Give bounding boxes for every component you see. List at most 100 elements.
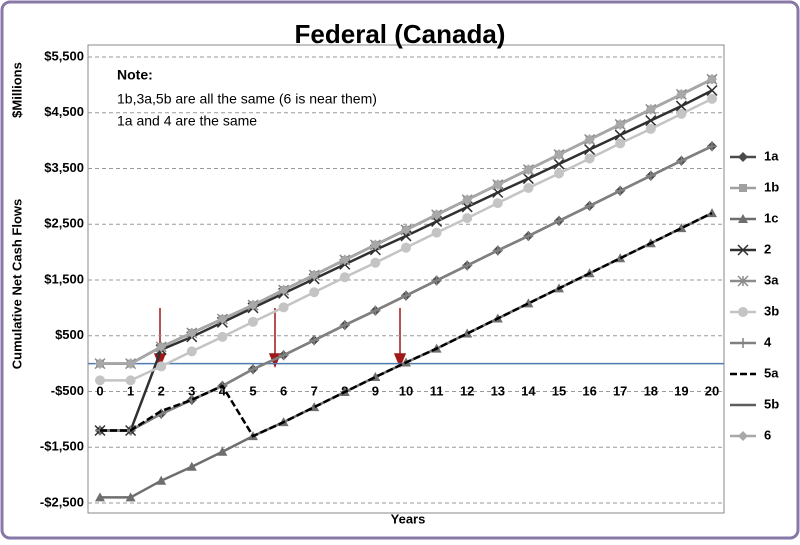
marker (739, 184, 747, 192)
x-tick-label: 10 (399, 383, 413, 398)
marker (186, 346, 197, 357)
marker (554, 149, 564, 160)
marker (554, 215, 564, 226)
marker (523, 183, 534, 194)
legend-label: 1a (764, 148, 779, 163)
legend-label: 1b (764, 179, 779, 194)
marker (584, 153, 595, 164)
marker (186, 461, 197, 471)
marker (278, 302, 289, 313)
marker (278, 350, 289, 361)
chart-title: Federal (Canada) (295, 19, 506, 49)
marker (462, 194, 473, 205)
marker (554, 168, 564, 179)
marker (217, 314, 228, 325)
marker (95, 375, 105, 386)
x-tick-label: 14 (521, 383, 536, 398)
marker (248, 364, 258, 375)
marker (339, 254, 350, 265)
y-tick-label: $1,500 (44, 271, 84, 286)
marker (431, 275, 442, 286)
marker (401, 290, 411, 301)
x-tick-label: 16 (582, 383, 596, 398)
y-tick-label: -$500 (51, 383, 84, 398)
legend-label: 6 (764, 427, 771, 442)
y-unit-label: $Millions (9, 62, 24, 118)
marker (431, 227, 442, 238)
legend-label: 3a (764, 272, 779, 287)
legend-item: 3a (730, 272, 779, 287)
marker (707, 74, 717, 85)
marker (737, 244, 749, 256)
legend-label: 1c (764, 210, 778, 225)
marker (370, 239, 381, 250)
marker (676, 108, 687, 119)
marker (248, 316, 258, 327)
marker (217, 446, 228, 456)
marker (615, 119, 626, 130)
x-tick-label: 13 (491, 383, 505, 398)
marker (492, 179, 503, 190)
marker (737, 275, 749, 287)
marker (339, 272, 350, 283)
marker (675, 100, 687, 112)
marker (156, 475, 167, 485)
marker (738, 214, 748, 223)
marker (584, 134, 595, 145)
x-tick-label: 5 (249, 383, 256, 398)
marker (401, 242, 411, 253)
marker (614, 129, 626, 141)
marker (462, 213, 473, 224)
marker (95, 358, 105, 369)
legend-label: 2 (764, 241, 771, 256)
y-axis-label: Cumulative Net Cash Flows (9, 199, 24, 369)
marker (125, 492, 136, 502)
marker (615, 185, 626, 196)
marker (738, 307, 748, 317)
marker (217, 331, 228, 342)
marker (615, 138, 626, 149)
y-tick-label: $3,500 (44, 160, 84, 175)
marker (707, 208, 717, 218)
marker (339, 320, 350, 331)
note: 1b,3a,5b are all the same (6 is near the… (117, 91, 377, 107)
marker (125, 375, 136, 386)
x-tick-label: 0 (96, 383, 103, 398)
marker (125, 358, 136, 369)
x-tick-label: 7 (311, 383, 318, 398)
legend-label: 5b (764, 396, 779, 411)
marker (248, 300, 258, 311)
marker (95, 492, 105, 502)
x-tick-label: 19 (674, 383, 688, 398)
marker (707, 93, 717, 104)
marker (553, 158, 565, 170)
x-tick-label: 9 (372, 383, 379, 398)
y-tick-label: -$1,500 (40, 439, 84, 454)
marker (738, 431, 748, 441)
x-tick-label: 17 (613, 383, 627, 398)
legend-item: 5a (730, 365, 779, 380)
x-tick-label: 1 (127, 383, 134, 398)
y-tick-label: $5,500 (44, 48, 84, 63)
marker (401, 224, 411, 235)
marker (584, 200, 595, 211)
marker (186, 327, 197, 338)
y-tick-label: $4,500 (44, 104, 84, 119)
marker (645, 115, 657, 127)
y-tick-label: $500 (55, 327, 84, 342)
marker (156, 361, 167, 372)
x-tick-label: 11 (430, 383, 444, 398)
x-tick-label: 2 (158, 383, 165, 398)
marker (431, 209, 442, 220)
marker (676, 89, 687, 100)
plot-frame (87, 44, 725, 514)
y-tick-label: -$2,500 (40, 494, 84, 509)
marker (370, 305, 381, 316)
marker (522, 173, 534, 185)
x-tick-label: 3 (188, 383, 195, 398)
legend-item: 1c (730, 210, 778, 225)
legend-label: 3b (764, 303, 779, 318)
marker (706, 84, 718, 96)
marker (584, 144, 596, 156)
